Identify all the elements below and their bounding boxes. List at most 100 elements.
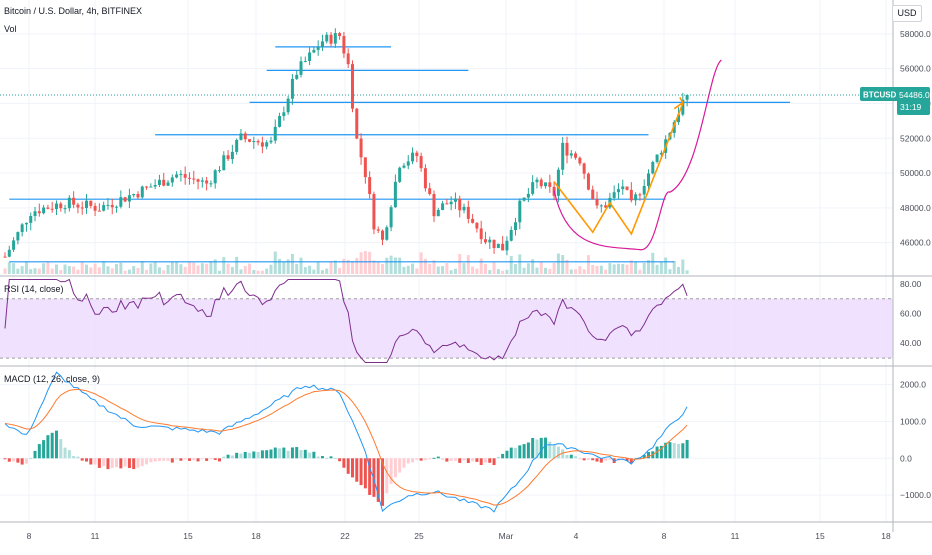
macd-histogram-bar <box>269 449 273 459</box>
volume-bar <box>616 263 620 274</box>
candle-body <box>569 153 573 156</box>
volume-bar <box>24 261 28 274</box>
macd-histogram-bar <box>505 450 509 459</box>
volume-bar <box>565 259 569 274</box>
macd-histogram-bar <box>483 458 487 463</box>
macd-histogram-bar <box>20 458 24 465</box>
volume-bar <box>548 268 552 274</box>
currency-button[interactable]: USD <box>892 5 922 22</box>
rsi-band <box>0 298 893 359</box>
macd-histogram-bar <box>33 450 37 459</box>
macd-histogram-bar <box>449 458 453 461</box>
macd-histogram-bar <box>492 458 496 466</box>
macd-histogram-bar <box>432 457 436 459</box>
macd-histogram-bar <box>423 458 427 461</box>
macd-histogram-bar <box>170 458 174 463</box>
volume-bar <box>608 263 612 274</box>
volume-bar <box>157 267 161 274</box>
candle-body <box>419 156 423 169</box>
macd-histogram-bar <box>604 458 608 461</box>
candle-body <box>526 193 530 198</box>
macd-histogram-bar <box>278 448 282 459</box>
volume-bar <box>123 270 127 274</box>
candle-body <box>436 209 440 217</box>
candle-body <box>308 52 312 62</box>
macd-histogram-bar <box>561 449 565 459</box>
candle-body <box>544 182 548 187</box>
volume-bar <box>621 263 625 274</box>
macd-histogram-bar <box>582 458 586 461</box>
macd-histogram-bar <box>664 442 668 459</box>
volume-bar <box>282 261 286 274</box>
volume-bar <box>273 251 277 274</box>
candle-body <box>514 222 518 231</box>
macd-histogram-bar <box>209 458 213 460</box>
volume-bar <box>355 257 359 274</box>
candle-body <box>89 200 93 206</box>
volume-bar <box>518 254 522 274</box>
volume-bar <box>372 260 376 274</box>
macd-histogram-bar <box>415 458 419 460</box>
volume-bar <box>556 253 560 274</box>
candle-body <box>239 133 243 140</box>
volume-bar <box>359 252 363 274</box>
volume-bar <box>514 264 518 274</box>
volume-bar <box>222 257 226 274</box>
volume-bar <box>260 270 264 274</box>
candle-body <box>67 197 71 209</box>
candle-body <box>329 34 333 44</box>
macd-histogram-bar <box>54 430 58 459</box>
macd-histogram-bar <box>187 458 191 461</box>
horizontal-levels[interactable] <box>0 46 893 263</box>
macd-histogram-bar <box>308 452 312 459</box>
volume-bar <box>423 258 427 274</box>
volume-bar <box>445 263 449 274</box>
candle-body <box>415 152 419 157</box>
time-tick-label: 15 <box>815 531 825 541</box>
macd-histogram-bar <box>72 455 76 459</box>
volume-bar <box>471 266 475 274</box>
candle-body <box>398 167 402 182</box>
macd-histogram-bar <box>539 437 543 459</box>
candle-body <box>265 142 269 147</box>
candle-body <box>170 177 174 183</box>
candle-body <box>278 116 282 127</box>
drawings[interactable] <box>553 59 722 251</box>
candle-body <box>162 179 166 186</box>
candle-body <box>505 240 509 251</box>
volume-bar <box>97 267 101 274</box>
volume-bar <box>389 255 393 274</box>
badge-price: 54486.0 <box>899 90 930 100</box>
candle-body <box>230 151 234 160</box>
volume-bar <box>393 257 397 274</box>
candle-body <box>381 230 385 240</box>
volume-bar <box>205 263 209 274</box>
macd-histogram-bar <box>535 439 539 459</box>
candle-body <box>226 155 230 160</box>
candle-body <box>24 222 28 225</box>
candle-body <box>685 94 689 100</box>
volume-bar <box>192 262 196 274</box>
macd-histogram-bar <box>350 458 354 478</box>
candle-body <box>453 198 457 202</box>
badge-countdown: 31:19 <box>900 102 922 112</box>
volume-bar <box>46 261 50 274</box>
candle-body <box>33 211 37 216</box>
candle-body <box>432 194 436 217</box>
macd-histogram-bar <box>46 435 50 459</box>
candle-body <box>123 197 127 202</box>
volume-bar <box>441 266 445 274</box>
candle-body <box>642 185 646 195</box>
macd-histogram-bar <box>248 452 252 459</box>
volume-bar <box>522 267 526 274</box>
volume-bar <box>187 261 191 274</box>
candle-body <box>659 152 663 155</box>
volume-bar <box>419 252 423 274</box>
volume-bar <box>544 267 548 274</box>
volume-bar <box>458 254 462 274</box>
volume-bar <box>7 262 11 274</box>
volume-bar <box>552 262 556 274</box>
rsi-title: RSI (14, close) <box>4 284 64 294</box>
